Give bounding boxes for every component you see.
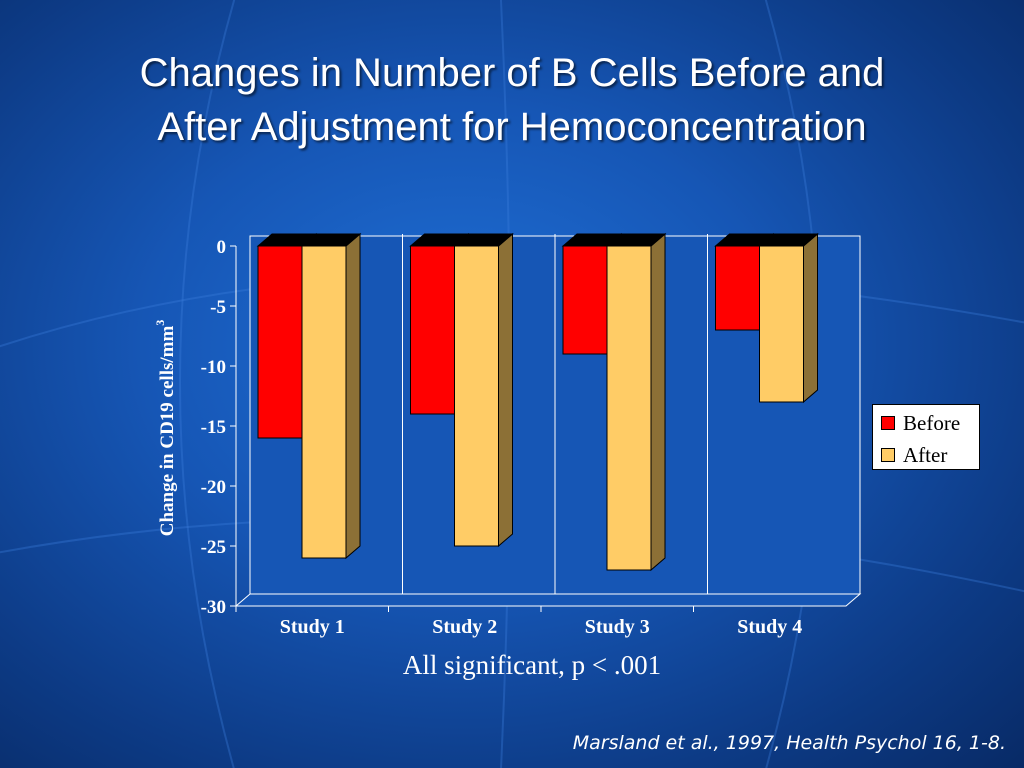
- bar-after-3-side: [650, 232, 666, 572]
- bar-after-4: [758, 232, 819, 404]
- bar-after-3-front: [606, 245, 652, 571]
- legend-swatch-after: [881, 448, 895, 462]
- bar-before-4-front: [715, 245, 760, 331]
- y-tick-label: 0: [217, 237, 227, 258]
- x-tick-label: Study 4: [737, 616, 802, 638]
- legend-label-before: Before: [903, 410, 961, 435]
- bar-after-3: [605, 232, 667, 572]
- y-tick-label: -10: [201, 357, 226, 378]
- bar-after-1: [300, 232, 362, 560]
- bar-before-3-front: [562, 245, 608, 355]
- x-tick-label: Study 1: [280, 616, 345, 638]
- bar-after-4-side: [803, 232, 818, 404]
- bar-after-1-front: [301, 245, 347, 559]
- y-axis-label: Change in CD19 cells/mm3: [153, 320, 178, 537]
- legend-swatch-before: [881, 416, 895, 430]
- bar-after-4-front: [759, 245, 804, 403]
- legend-item-before: Before: [881, 411, 960, 435]
- bar-after-2-cap: [453, 233, 514, 247]
- title-line-1: Changes in Number of B Cells Before and: [139, 51, 885, 95]
- bar-before-1-front: [257, 245, 303, 439]
- bar-after-2-side: [498, 232, 513, 548]
- bar-after-1-side: [345, 232, 361, 560]
- y-tick-label: -20: [201, 477, 226, 498]
- citation: Marsland et al., 1997, Health Psychol 16…: [572, 732, 1006, 754]
- legend-label-after: After: [903, 442, 948, 467]
- legend-item-after: After: [881, 443, 947, 467]
- bar-after-3-cap: [605, 233, 667, 247]
- slide-title: Changes in Number of B Cells Before and …: [0, 46, 1024, 154]
- x-tick-label: Study 3: [585, 616, 650, 638]
- bar-after-1-cap: [300, 233, 362, 247]
- y-tick-label: -5: [210, 297, 226, 318]
- chart-legend: Before After: [872, 404, 980, 470]
- y-tick-label: -15: [201, 417, 226, 438]
- y-tick-label: -25: [201, 537, 226, 558]
- bar-after-2-front: [454, 245, 499, 547]
- significance-caption: All significant, p < .001: [402, 650, 662, 680]
- bar-after-4-cap: [758, 233, 819, 247]
- y-tick-label: -30: [201, 597, 226, 618]
- bar-after-2: [453, 232, 514, 548]
- x-tick-label: Study 2: [432, 616, 497, 638]
- bar-before-2-front: [410, 245, 455, 415]
- title-line-2: After Adjustment for Hemoconcentration: [157, 105, 867, 149]
- plot-floor: [234, 593, 862, 607]
